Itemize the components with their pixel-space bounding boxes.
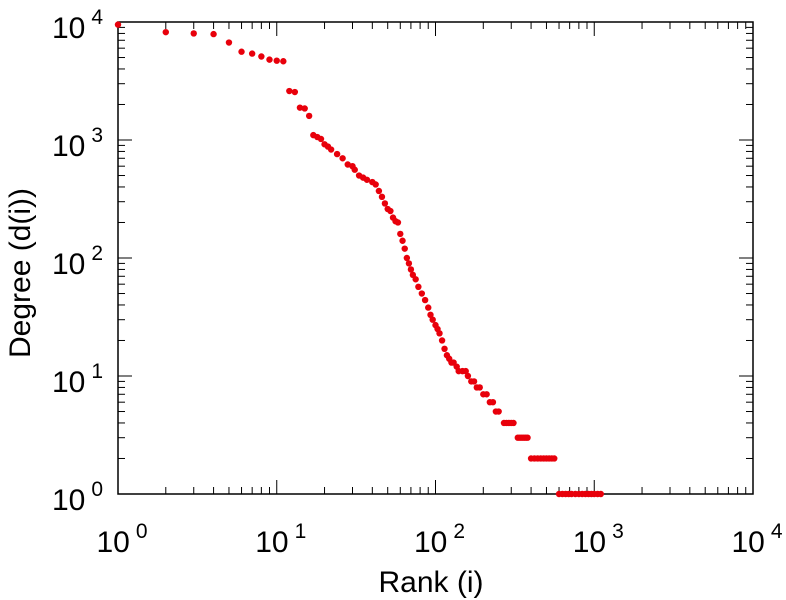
data-point bbox=[436, 330, 443, 337]
data-point bbox=[381, 200, 389, 207]
data-point bbox=[510, 419, 517, 427]
data-point bbox=[333, 150, 341, 158]
data-point bbox=[441, 345, 448, 353]
y-tick-label: 10 0 bbox=[52, 478, 103, 517]
plot-frame bbox=[117, 21, 754, 495]
data-point bbox=[238, 48, 245, 55]
data-point bbox=[418, 290, 426, 297]
y-tick-label: 10 2 bbox=[52, 242, 103, 281]
data-point bbox=[403, 254, 411, 262]
y-tick-label: 10 3 bbox=[52, 124, 103, 163]
data-point bbox=[286, 87, 293, 95]
data-point bbox=[387, 207, 394, 215]
data-point bbox=[248, 50, 256, 57]
data-point bbox=[394, 219, 402, 226]
data-point bbox=[372, 181, 379, 188]
data-point bbox=[339, 155, 346, 162]
data-point bbox=[429, 316, 436, 323]
data-point bbox=[427, 311, 434, 319]
x-tick-label: 10 0 bbox=[96, 520, 147, 559]
data-point bbox=[438, 337, 446, 344]
data-point bbox=[190, 30, 197, 37]
x-tick-labels: 10 0 10 1 10 2 10 3 10 4 bbox=[96, 520, 782, 559]
data-point bbox=[301, 105, 308, 112]
data-point bbox=[291, 88, 299, 96]
data-point bbox=[399, 237, 406, 244]
data-point bbox=[470, 378, 478, 385]
data-point bbox=[421, 296, 429, 304]
data-point bbox=[425, 304, 432, 311]
x-tick-label: 10 3 bbox=[573, 520, 624, 559]
data-point bbox=[412, 276, 419, 283]
x-tick-label: 10 2 bbox=[414, 520, 465, 559]
x-tick-label: 10 4 bbox=[731, 520, 782, 559]
data-point bbox=[351, 166, 358, 173]
data-point bbox=[317, 135, 325, 143]
y-axis-label: Degree (d(i)) bbox=[4, 188, 37, 358]
data-point bbox=[397, 230, 404, 238]
data-point bbox=[476, 384, 483, 391]
x-tick-label: 10 1 bbox=[255, 520, 306, 559]
data-point bbox=[464, 372, 472, 380]
y-tick-label: 10 1 bbox=[52, 360, 103, 399]
data-point bbox=[266, 56, 273, 63]
x-axis-label: Rank (i) bbox=[378, 566, 483, 599]
data-point bbox=[489, 398, 497, 406]
data-point bbox=[162, 28, 169, 36]
data-point bbox=[273, 57, 280, 64]
data-point bbox=[551, 455, 558, 462]
data-point bbox=[305, 112, 313, 120]
data-point bbox=[258, 53, 265, 60]
data-point bbox=[483, 391, 490, 398]
data-point bbox=[524, 434, 531, 441]
data-points bbox=[114, 21, 605, 498]
data-point bbox=[378, 193, 386, 201]
data-point bbox=[280, 58, 287, 65]
data-point bbox=[597, 490, 605, 498]
data-point bbox=[401, 245, 408, 252]
data-point bbox=[327, 146, 335, 153]
data-point bbox=[296, 104, 304, 111]
data-point bbox=[405, 260, 413, 267]
data-point bbox=[363, 176, 371, 183]
data-point bbox=[210, 30, 217, 38]
data-point bbox=[407, 266, 415, 273]
minor-ticks bbox=[118, 22, 753, 494]
y-tick-label: 10 4 bbox=[52, 6, 103, 45]
data-point bbox=[225, 39, 233, 46]
data-point bbox=[375, 187, 383, 195]
data-point bbox=[415, 283, 422, 291]
data-point bbox=[462, 367, 469, 375]
data-point bbox=[114, 21, 122, 28]
data-point bbox=[495, 408, 502, 415]
major-ticks bbox=[117, 21, 754, 495]
